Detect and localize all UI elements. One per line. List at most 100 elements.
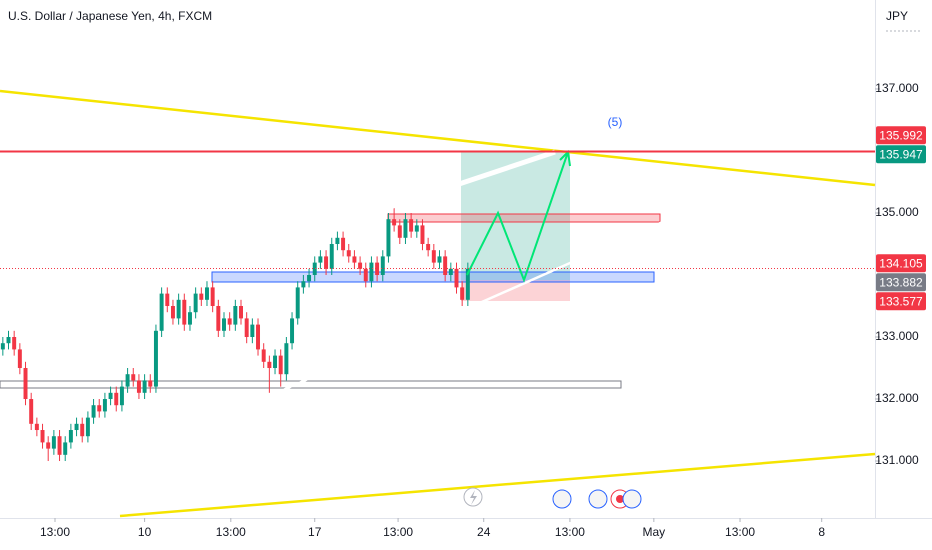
candle-body [29, 399, 34, 424]
event-icon[interactable] [588, 489, 608, 509]
candle-body [0, 343, 5, 350]
candle-body [312, 262, 317, 275]
resistance-box [387, 213, 661, 223]
candle-body [369, 262, 374, 282]
candle-body [142, 380, 147, 393]
candle-body [403, 219, 408, 238]
candle-body [40, 430, 45, 443]
candle-body [46, 442, 51, 449]
candle-body [182, 299, 187, 325]
x-tick-label: 13:00 [40, 525, 70, 539]
candle-body [431, 250, 436, 263]
candle-body [341, 237, 346, 251]
candle-body [125, 374, 130, 387]
event-icon[interactable] [552, 489, 572, 509]
candle-body [119, 386, 124, 406]
currency-label: JPY [886, 9, 908, 23]
candle-body [57, 436, 62, 455]
candle-body [307, 275, 312, 282]
candle-body [261, 349, 266, 362]
candle-body [63, 442, 68, 455]
candle-body [12, 337, 17, 350]
candle-body [443, 256, 448, 275]
y-tick-label: 137.000 [875, 81, 919, 95]
candle-body [108, 392, 113, 400]
candle-body [165, 293, 170, 307]
channel-top [59, 150, 556, 319]
candle-body [256, 324, 261, 350]
chart-title: U.S. Dollar / Japanese Yen, 4h, FXCM [8, 9, 212, 23]
event-icon-dot [616, 495, 624, 503]
candle-body [131, 374, 136, 381]
candle-body [329, 243, 334, 269]
wave-label: (5) [608, 115, 623, 129]
price-label: 133.882 [879, 275, 923, 289]
candle-body [227, 318, 232, 325]
candle-body [460, 287, 465, 300]
candle-body [386, 219, 391, 257]
candle-body [290, 318, 295, 344]
x-tick-label: 10 [138, 525, 152, 539]
drawings-over [0, 89, 876, 518]
candle-body [295, 287, 300, 319]
candle-body [380, 256, 385, 275]
y-tick-label: 133.000 [875, 329, 919, 343]
candle-body [85, 417, 90, 437]
x-tick-label: 13:00 [725, 525, 755, 539]
candle-body [284, 343, 289, 375]
trendline-yellow [119, 452, 876, 518]
candle-body [244, 318, 249, 338]
candle-body [148, 380, 153, 387]
candle-body [176, 299, 181, 319]
candle-body [23, 368, 28, 400]
candle-body [392, 219, 397, 226]
candle-body [375, 262, 380, 275]
candle-body [409, 219, 414, 232]
gray-box [0, 380, 622, 389]
candle-body [346, 250, 351, 257]
price-label-box [876, 145, 926, 164]
candle-body [397, 225, 402, 238]
candle-body [250, 324, 255, 338]
candle-body [91, 405, 96, 418]
candle-body [437, 256, 442, 263]
trendline-yellow [0, 89, 876, 187]
candle-body [102, 399, 107, 412]
price-label: 133.577 [879, 294, 923, 308]
candle-body [193, 293, 198, 313]
candle-body [278, 355, 283, 375]
candle-body [51, 436, 56, 449]
candle-body [318, 256, 323, 263]
candle-body [448, 268, 453, 275]
price-label-box [876, 292, 926, 311]
candle-body [335, 237, 340, 244]
candle-body [199, 293, 204, 300]
event-icon[interactable] [622, 489, 642, 509]
candle-body [420, 225, 425, 244]
candle-body [97, 405, 102, 412]
candle-body [465, 268, 470, 300]
x-tick-label: 13:00 [555, 525, 585, 539]
candle-body [239, 306, 243, 319]
candle-body [426, 243, 431, 251]
candle-body [233, 306, 238, 325]
candle-body [153, 330, 158, 387]
projection-path [466, 151, 569, 283]
candle-body [324, 256, 329, 269]
candle-body [80, 423, 85, 437]
candle-body [114, 392, 119, 406]
price-label: 135.947 [879, 147, 923, 161]
candle-body [68, 430, 73, 443]
y-tick-label: 132.000 [875, 391, 919, 405]
candle-body [273, 355, 278, 369]
price-label: 134.105 [879, 256, 923, 270]
lightning-icon [470, 490, 477, 505]
candle-body [210, 287, 215, 307]
candle-body [136, 380, 141, 393]
candle-body [34, 423, 39, 431]
x-tick-label: 17 [308, 525, 322, 539]
candle-body [204, 287, 209, 300]
candle-body [301, 281, 306, 288]
